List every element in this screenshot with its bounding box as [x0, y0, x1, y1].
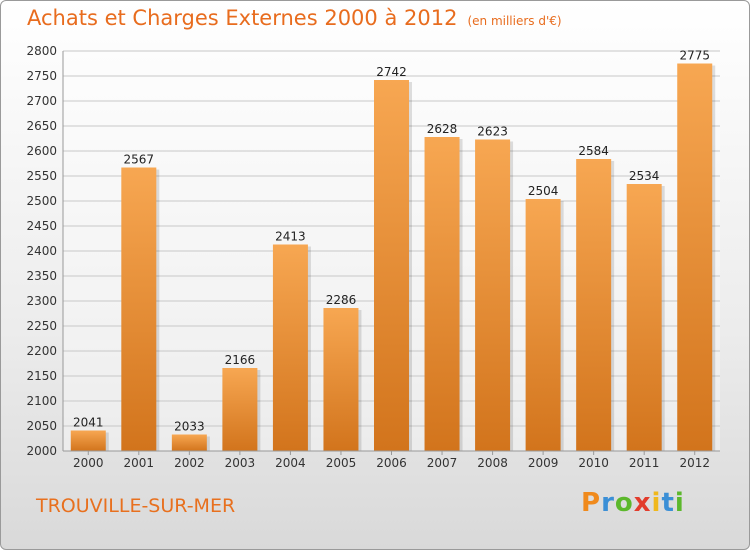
y-tick-label: 2100	[26, 394, 57, 408]
title-text: Achats et Charges Externes 2000 à 2012	[27, 6, 458, 30]
y-tick-label: 2300	[26, 294, 57, 308]
y-tick-label: 2450	[26, 219, 57, 233]
y-tick-label: 2250	[26, 319, 57, 333]
x-tick-label: 2007	[427, 456, 458, 470]
data-label: 2166	[225, 353, 256, 367]
city-name: TROUVILLE-SUR-MER	[36, 495, 236, 517]
bar-2007[interactable]	[424, 137, 460, 451]
data-label: 2286	[326, 293, 357, 307]
logo-letter: t	[661, 488, 675, 518]
logo-letter: r	[601, 488, 615, 518]
y-tick-label: 2500	[26, 194, 57, 208]
logo-letter: o	[614, 488, 634, 518]
data-label: 2623	[477, 125, 508, 139]
data-label: 2775	[679, 49, 710, 63]
x-axis-labels: 2000 2001 2002 2003 2004 2005 2006 2007 2008 2009…	[63, 450, 720, 470]
bar-2009[interactable]	[525, 199, 561, 451]
data-label: 2413	[275, 230, 306, 244]
data-label: 2742	[376, 65, 407, 79]
bar-2010[interactable]	[576, 159, 612, 451]
data-label: 2567	[124, 153, 155, 167]
data-label: 2584	[578, 144, 609, 158]
y-tick-label: 2800	[26, 44, 57, 58]
x-tick-label: 2002	[174, 456, 205, 470]
bar-2001[interactable]	[121, 167, 157, 452]
bar-2006[interactable]	[374, 80, 409, 451]
x-tick-label: 2006	[376, 456, 407, 470]
y-axis-labels: 2000 2050 2100 2150 2200 2250 2300 2350 2400 2450…	[26, 44, 57, 458]
data-label: 2033	[174, 420, 205, 434]
x-tick-label: 2004	[275, 456, 306, 470]
data-label: 2628	[427, 122, 458, 136]
data-label: 2504	[528, 184, 559, 198]
y-tick-label: 2750	[26, 69, 57, 83]
x-tick-label: 2010	[578, 456, 609, 470]
bar-2011[interactable]	[626, 184, 662, 451]
bar-2012[interactable]	[677, 63, 713, 452]
x-tick-label: 2003	[225, 456, 256, 470]
bar-2008[interactable]	[475, 139, 511, 452]
data-label: 2534	[629, 169, 660, 183]
y-tick-label: 2150	[26, 369, 57, 383]
bar-2004[interactable]	[272, 244, 308, 452]
x-tick-label: 2011	[629, 456, 660, 470]
logo-letter: i	[674, 488, 685, 518]
y-tick-label: 2600	[26, 144, 57, 158]
x-tick-label: 2008	[477, 456, 508, 470]
unit-label: (en milliers d'€)	[467, 14, 562, 28]
y-tick-label: 2550	[26, 169, 57, 183]
x-tick-label: 2000	[73, 456, 104, 470]
bar-2002[interactable]	[171, 434, 207, 452]
x-tick-label: 2009	[528, 456, 559, 470]
bars	[70, 63, 716, 452]
bar-2000[interactable]	[70, 430, 106, 452]
chart-title: Achats et Charges Externes 2000 à 2012 (e…	[27, 6, 562, 30]
logo-letter: x	[633, 488, 652, 518]
logo-letter: P	[581, 488, 602, 518]
y-tick-label: 2400	[26, 244, 57, 258]
y-tick-label: 2000	[26, 444, 57, 458]
x-tick-label: 2005	[326, 456, 357, 470]
y-tick-label: 2050	[26, 419, 57, 433]
data-label: 2041	[73, 416, 104, 430]
y-tick-label: 2700	[26, 94, 57, 108]
bar-2005[interactable]	[323, 308, 359, 451]
proxiti-logo[interactable]: Proxiti	[581, 488, 685, 518]
y-tick-label: 2200	[26, 344, 57, 358]
bar-2003[interactable]	[222, 368, 258, 451]
y-tick-label: 2650	[26, 119, 57, 133]
x-tick-label: 2012	[679, 456, 710, 470]
x-tick-label: 2001	[124, 456, 155, 470]
logo-letter: i	[651, 488, 662, 518]
y-tick-label: 2350	[26, 269, 57, 283]
data-labels: 2041 2567 2033 2166 2413 2286 2742 2628 2623 2504…	[73, 49, 710, 434]
